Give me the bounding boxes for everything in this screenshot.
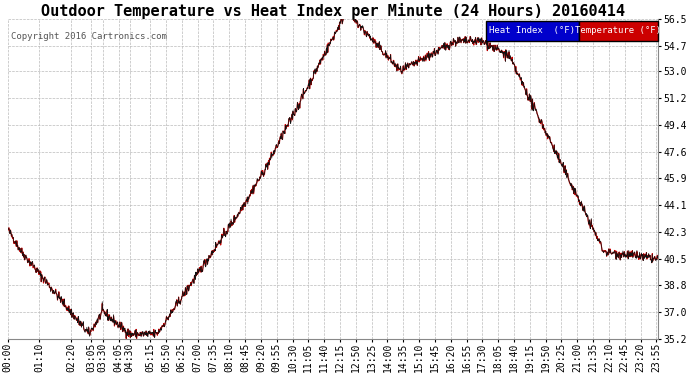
- Text: Temperature (°F): Temperature (°F): [575, 27, 662, 36]
- Title: Outdoor Temperature vs Heat Index per Minute (24 Hours) 20160414: Outdoor Temperature vs Heat Index per Mi…: [41, 3, 625, 19]
- Text: Heat Index  (°F): Heat Index (°F): [489, 27, 575, 36]
- Text: Copyright 2016 Cartronics.com: Copyright 2016 Cartronics.com: [11, 32, 167, 41]
